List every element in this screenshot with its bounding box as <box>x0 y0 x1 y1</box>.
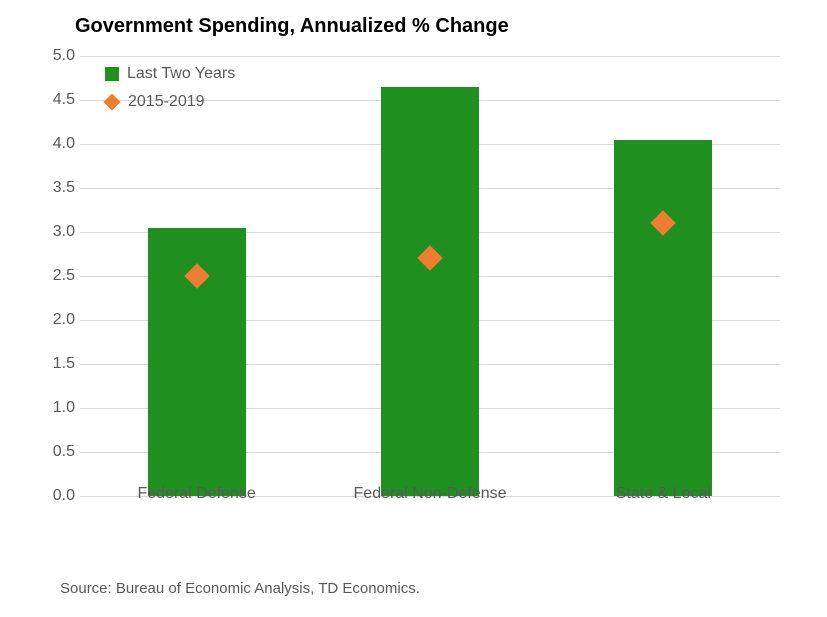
x-tick-label: State & Local <box>616 485 711 503</box>
legend: Last Two Years 2015-2019 <box>105 65 235 121</box>
y-tick-label: 1.5 <box>40 355 75 373</box>
plot-area: 0.00.51.01.52.02.53.03.54.04.55.0 <box>80 56 780 496</box>
y-tick-label: 4.5 <box>40 91 75 109</box>
legend-label: 2015-2019 <box>128 93 205 111</box>
y-tick-label: 4.0 <box>40 135 75 153</box>
diamond-icon <box>104 94 121 111</box>
x-tick-label: Federal Non-Defense <box>354 485 507 503</box>
legend-label: Last Two Years <box>127 65 235 83</box>
y-tick-label: 2.0 <box>40 311 75 329</box>
y-tick-label: 5.0 <box>40 47 75 65</box>
y-axis: 0.00.51.01.52.02.53.03.54.04.55.0 <box>40 56 75 496</box>
chart-title: Government Spending, Annualized % Change <box>40 15 800 38</box>
x-axis: Federal Defense Federal Non-Defense State … <box>80 475 780 515</box>
legend-item-markers: 2015-2019 <box>105 93 235 111</box>
bar <box>614 140 712 496</box>
source-text: Source: Bureau of Economic Analysis, TD … <box>60 580 420 597</box>
bar <box>381 87 479 496</box>
square-icon <box>105 67 119 81</box>
y-tick-label: 0.0 <box>40 487 75 505</box>
y-tick-label: 3.0 <box>40 223 75 241</box>
chart-container: Government Spending, Annualized % Change… <box>40 15 800 575</box>
y-tick-label: 0.5 <box>40 443 75 461</box>
y-tick-label: 3.5 <box>40 179 75 197</box>
y-tick-label: 2.5 <box>40 267 75 285</box>
x-tick-label: Federal Defense <box>138 485 256 503</box>
legend-item-bars: Last Two Years <box>105 65 235 83</box>
y-tick-label: 1.0 <box>40 399 75 417</box>
